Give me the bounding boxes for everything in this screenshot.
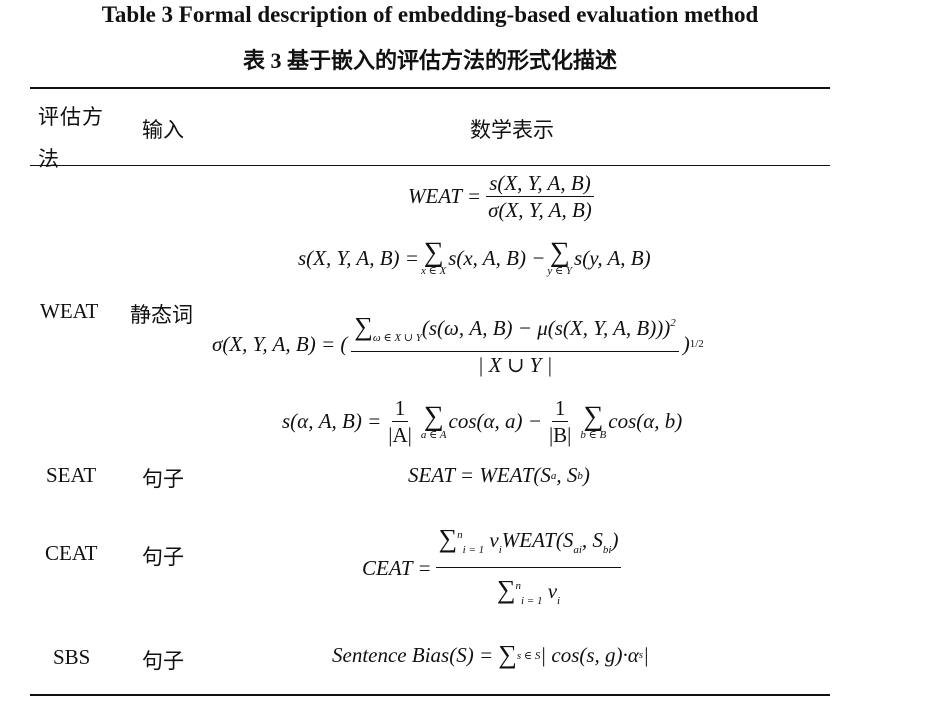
formula-sbs: Sentence Bias(S) = ∑ s ∈ S | cos(s, g)·α s …	[332, 640, 649, 669]
header-method: 评估方法	[38, 105, 104, 171]
row-method: WEAT	[40, 299, 99, 323]
table-title-zh: 表 3 基于嵌入的评估方法的形式化描述	[242, 48, 617, 73]
row-input: 句子	[142, 649, 184, 673]
header-math: 数学表示	[470, 118, 554, 142]
formula-s-alpha: s(α, A, B) = 1 |A| ∑ a ∈ A cos(α, a) − 1 |B…	[282, 396, 683, 447]
bottom-rule	[30, 694, 830, 696]
table-title-en: Table 3 Formal description of embedding-…	[101, 2, 759, 27]
top-rule	[30, 87, 830, 89]
header-input: 输入	[142, 118, 184, 142]
row-method: SBS	[53, 645, 91, 669]
row-method: SEAT	[46, 463, 97, 487]
row-input: 句子	[142, 467, 184, 491]
formula-s: s(X, Y, A, B) = ∑ x ∈ X s(x, A, B) − ∑ y ∈…	[298, 237, 651, 277]
row-input: 句子	[142, 545, 184, 569]
row-input: 静态词	[130, 303, 193, 327]
formula-sigma: σ(X, Y, A, B) = ( ∑ω ∈ X ∪ Y(s(ω, A, B) …	[212, 312, 704, 378]
formula-weat: WEAT = s(X, Y, A, B) σ(X, Y, A, B)	[408, 171, 594, 222]
formula-ceat: CEAT = ∑ni = 1 viWEAT(Sai, Sbi) ∑ni = 1 …	[362, 518, 625, 619]
header-rule	[30, 165, 830, 166]
row-method: CEAT	[45, 541, 98, 565]
